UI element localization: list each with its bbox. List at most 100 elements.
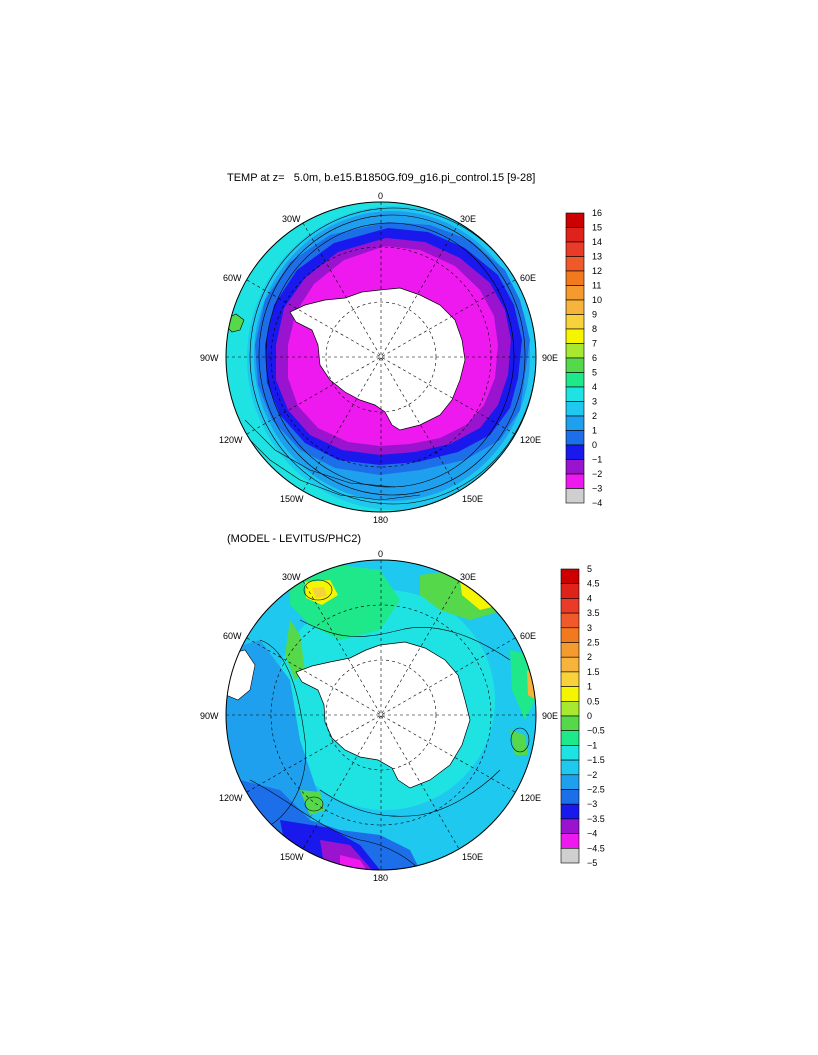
- lon-label: 120E: [520, 435, 541, 445]
- lon-label: 60E: [520, 273, 536, 283]
- top-colorbar-swatch: [565, 212, 585, 228]
- top-colorbar-swatch: [565, 328, 585, 344]
- bottom-colorbar-tick-label: 4: [587, 593, 592, 603]
- top-colorbar-swatch: [565, 270, 585, 286]
- bottom-colorbar-swatch: [560, 759, 580, 776]
- lon-label: 30E: [460, 214, 476, 224]
- bottom-longitude-labels: 0 30E 60E 90E 120E 150E 180 150W 120W 90…: [200, 549, 558, 883]
- top-colorbar-swatch: [565, 386, 585, 402]
- top-colorbar-tick-label: 0: [592, 440, 597, 450]
- lon-label: 150W: [280, 494, 304, 504]
- lon-label: 60W: [223, 631, 242, 641]
- top-colorbar-swatch: [565, 256, 585, 272]
- lon-label: 150W: [280, 852, 304, 862]
- top-colorbar-tick-label: −3: [592, 484, 602, 494]
- top-colorbar-swatch: [565, 415, 585, 431]
- bottom-colorbar-swatch: [560, 730, 580, 746]
- lon-label: 150E: [462, 852, 483, 862]
- top-colorbar-swatch: [565, 444, 585, 460]
- top-colorbar-swatch: [565, 372, 585, 388]
- bottom-colorbar-swatch: [560, 686, 580, 702]
- bottom-colorbar-tick-label: −5: [587, 858, 597, 868]
- top-colorbar-tick-label: 16: [592, 208, 602, 218]
- lon-label: 120W: [219, 793, 243, 803]
- lon-label: 120E: [520, 793, 541, 803]
- bottom-colorbar-tick-label: −2: [587, 770, 597, 780]
- top-colorbar-tick-label: 11: [592, 281, 601, 291]
- top-colorbar-tick-label: 4: [592, 382, 597, 392]
- top-colorbar-tick-label: 10: [592, 295, 602, 305]
- lon-label: 0: [378, 191, 383, 201]
- top-colorbar-tick-label: 15: [592, 223, 602, 233]
- bottom-colorbar-swatch: [560, 656, 580, 673]
- bottom-colorbar-tick-label: 3: [587, 623, 592, 633]
- bottom-colorbar-tick-label: 1: [587, 682, 592, 692]
- top-colorbar-swatch: [565, 285, 585, 301]
- bottom-colorbar-swatch: [560, 568, 580, 584]
- top-colorbar-swatch: [565, 401, 585, 417]
- top-colorbar-tick-label: −4: [592, 498, 602, 508]
- lon-label: 120W: [219, 435, 243, 445]
- bottom-colorbar: 5 4.5 4 3.5 3 2.5 2 1.5 1 0.5 0 −0.5 −1 −1.5 −2 −2.5 −3 −…: [560, 564, 605, 868]
- top-colorbar-tick-label: 2: [592, 411, 597, 421]
- bottom-colorbar-tick-label: 0.5: [587, 696, 600, 706]
- bottom-colorbar-tick-label: 5: [587, 564, 592, 574]
- top-polar-map: 0 30E 60E 90E 120E 150E 180 150W 120W 90…: [200, 191, 558, 525]
- top-colorbar-tick-label: −1: [592, 455, 602, 465]
- bottom-colorbar-tick-label: 3.5: [587, 608, 600, 618]
- top-colorbar-swatch: [565, 488, 585, 504]
- top-colorbar-tick-label: 14: [592, 237, 602, 247]
- bottom-colorbar-tick-label: −2.5: [587, 785, 605, 795]
- top-colorbar-swatch: [565, 299, 585, 315]
- bottom-colorbar-swatch: [560, 774, 580, 790]
- bottom-polar-map: 0 30E 60E 90E 120E 150E 180 150W 120W 90…: [200, 549, 558, 883]
- top-colorbar-tick-label: 6: [592, 353, 597, 363]
- bottom-colorbar-swatch: [560, 818, 580, 834]
- top-colorbar-swatch: [565, 227, 585, 243]
- top-colorbar-tick-label: 9: [592, 310, 597, 320]
- top-colorbar-tick-label: 5: [592, 368, 597, 378]
- bottom-colorbar-tick-label: 2: [587, 652, 592, 662]
- top-colorbar-tick-label: 7: [592, 339, 597, 349]
- bottom-colorbar-swatch: [560, 627, 580, 643]
- bottom-colorbar-tick-label: −3.5: [587, 814, 605, 824]
- lon-label: 0: [378, 549, 383, 559]
- lon-label: 90E: [542, 711, 558, 721]
- bottom-colorbar-swatch: [560, 598, 580, 614]
- lon-label: 30W: [282, 214, 301, 224]
- bottom-colorbar-swatch: [560, 715, 580, 731]
- bottom-colorbar-swatch: [560, 642, 580, 658]
- bottom-colorbar-swatch: [560, 789, 580, 805]
- top-colorbar-tick-label: 3: [592, 397, 597, 407]
- lon-label: 180: [373, 515, 388, 525]
- bottom-colorbar-tick-label: −4: [587, 829, 597, 839]
- bottom-colorbar-swatch: [560, 671, 580, 687]
- bottom-colorbar-swatch: [560, 700, 580, 717]
- bottom-colorbar-swatch: [560, 612, 580, 629]
- lon-label: 90W: [200, 353, 219, 363]
- top-longitude-labels: 0 30E 60E 90E 120E 150E 180 150W 120W 90…: [200, 191, 558, 525]
- bottom-colorbar-swatch: [560, 803, 580, 820]
- lon-label: 90W: [200, 711, 219, 721]
- top-colorbar-swatch: [565, 430, 585, 446]
- top-colorbar-tick-label: −2: [592, 469, 602, 479]
- top-colorbar-swatch: [565, 459, 585, 475]
- top-colorbar-swatch: [565, 357, 585, 373]
- lon-label: 60W: [223, 273, 242, 283]
- top-colorbar-swatch: [565, 241, 585, 257]
- top-colorbar-swatch: [565, 473, 585, 489]
- top-colorbar-swatch: [565, 343, 585, 359]
- bottom-colorbar-tick-label: −3: [587, 799, 597, 809]
- bottom-colorbar-tick-label: 2.5: [587, 638, 600, 648]
- bottom-colorbar-tick-label: −0.5: [587, 726, 605, 736]
- lon-label: 30W: [282, 572, 301, 582]
- lon-label: 180: [373, 873, 388, 883]
- bottom-colorbar-tick-label: 1.5: [587, 667, 600, 677]
- bottom-colorbar-swatch: [560, 833, 580, 849]
- bottom-colorbar-swatch: [560, 847, 580, 864]
- bottom-colorbar-tick-label: −1.5: [587, 755, 605, 765]
- lon-label: 150E: [462, 494, 483, 504]
- bottom-colorbar-tick-label: −1: [587, 740, 597, 750]
- top-colorbar-tick-label: 12: [592, 266, 602, 276]
